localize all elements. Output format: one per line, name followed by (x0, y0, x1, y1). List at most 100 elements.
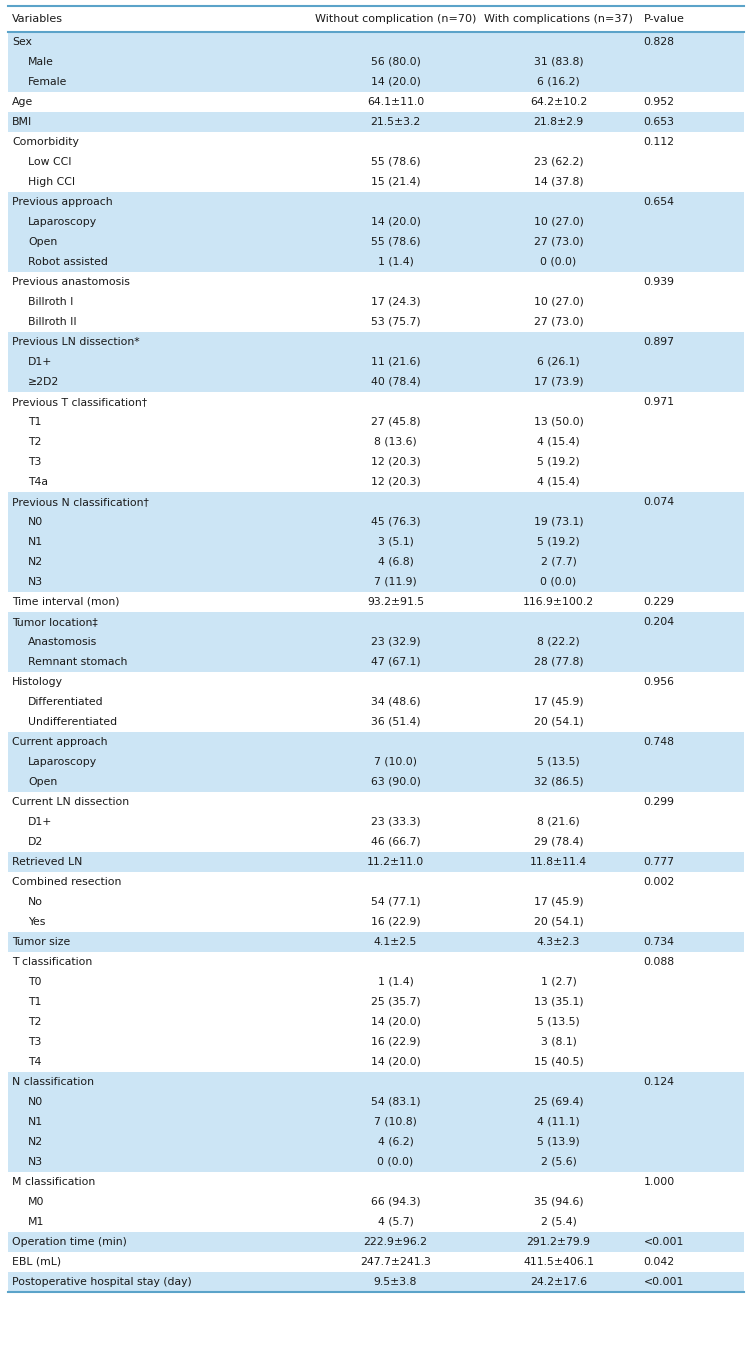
Text: Differentiated: Differentiated (28, 697, 104, 707)
Text: 25 (35.7): 25 (35.7) (371, 997, 420, 1007)
Text: 64.1±11.0: 64.1±11.0 (367, 97, 424, 107)
Bar (8, 1012, 744, 1032)
Text: D2: D2 (28, 837, 44, 848)
Bar (8, 731, 744, 752)
Bar (8, 1092, 744, 1111)
Text: EBL (mL): EBL (mL) (12, 1258, 61, 1267)
Text: 40 (78.4): 40 (78.4) (371, 377, 420, 387)
Text: 5 (13.5): 5 (13.5) (537, 1017, 580, 1027)
Text: Without complication (n=70): Without complication (n=70) (315, 14, 476, 25)
Text: Laparoscopy: Laparoscopy (28, 217, 97, 227)
Text: Robot assisted: Robot assisted (28, 257, 108, 267)
Bar (8, 652, 744, 673)
Bar (8, 212, 744, 232)
Bar (8, 492, 744, 513)
Text: 15 (21.4): 15 (21.4) (371, 176, 420, 187)
Text: M0: M0 (28, 1197, 44, 1207)
Bar (8, 52, 744, 72)
Text: 0.074: 0.074 (644, 498, 675, 507)
Text: 34 (48.6): 34 (48.6) (371, 697, 420, 707)
Text: 291.2±79.9: 291.2±79.9 (526, 1237, 590, 1247)
Text: Male: Male (28, 57, 54, 67)
Text: 27 (73.0): 27 (73.0) (534, 317, 584, 327)
Text: 32 (86.5): 32 (86.5) (534, 776, 584, 787)
Bar (8, 332, 744, 351)
Text: Tumor size: Tumor size (12, 936, 70, 947)
Text: 23 (33.3): 23 (33.3) (371, 817, 420, 827)
Text: 0.777: 0.777 (644, 857, 675, 867)
Text: 36 (51.4): 36 (51.4) (371, 718, 420, 727)
Text: T4: T4 (28, 1057, 41, 1068)
Text: 0.654: 0.654 (644, 197, 675, 206)
Text: N3: N3 (28, 577, 43, 586)
Text: N classification: N classification (12, 1077, 94, 1087)
Bar (8, 552, 744, 571)
Bar (8, 912, 744, 932)
Text: Open: Open (28, 776, 57, 787)
Bar (8, 432, 744, 452)
Text: 16 (22.9): 16 (22.9) (371, 917, 420, 927)
Text: Open: Open (28, 236, 57, 247)
Bar (8, 1192, 744, 1213)
Text: Tumor location‡: Tumor location‡ (12, 617, 98, 627)
Text: Billroth I: Billroth I (28, 297, 74, 308)
Text: 24.2±17.6: 24.2±17.6 (530, 1277, 587, 1286)
Text: 0.204: 0.204 (644, 617, 675, 627)
Bar (8, 31, 744, 52)
Text: N0: N0 (28, 517, 44, 528)
Text: 0.828: 0.828 (644, 37, 675, 46)
Bar (8, 632, 744, 652)
Bar (8, 472, 744, 492)
Bar (8, 312, 744, 332)
Text: 46 (66.7): 46 (66.7) (371, 837, 420, 848)
Text: 222.9±96.2: 222.9±96.2 (363, 1237, 427, 1247)
Text: 4.3±2.3: 4.3±2.3 (537, 936, 581, 947)
Text: N0: N0 (28, 1096, 44, 1107)
Bar (8, 252, 744, 272)
Text: Previous anastomosis: Previous anastomosis (12, 278, 130, 287)
Text: 17 (45.9): 17 (45.9) (534, 897, 584, 906)
Text: 55 (78.6): 55 (78.6) (371, 236, 420, 247)
Text: D1+: D1+ (28, 357, 53, 366)
Text: T0: T0 (28, 977, 41, 987)
Text: Undifferentiated: Undifferentiated (28, 718, 117, 727)
Text: N2: N2 (28, 556, 43, 567)
Text: Current approach: Current approach (12, 737, 108, 746)
Text: 10 (27.0): 10 (27.0) (534, 217, 584, 227)
Text: 14 (20.0): 14 (20.0) (371, 217, 420, 227)
Bar (8, 72, 744, 92)
Text: 1 (1.4): 1 (1.4) (378, 977, 414, 987)
Bar (8, 1232, 744, 1252)
Text: 9.5±3.8: 9.5±3.8 (374, 1277, 417, 1286)
Bar (8, 232, 744, 252)
Bar (8, 752, 744, 772)
Bar (8, 1213, 744, 1232)
Bar (8, 692, 744, 712)
Text: 13 (50.0): 13 (50.0) (534, 417, 584, 427)
Bar (8, 351, 744, 372)
Text: 11.2±11.0: 11.2±11.0 (367, 857, 424, 867)
Bar (8, 392, 744, 411)
Bar (8, 112, 744, 133)
Text: ≥2D2: ≥2D2 (28, 377, 59, 387)
Bar (8, 852, 744, 872)
Text: 0.653: 0.653 (644, 118, 675, 127)
Text: 17 (73.9): 17 (73.9) (534, 377, 584, 387)
Text: N3: N3 (28, 1156, 43, 1167)
Text: 0.299: 0.299 (644, 797, 675, 807)
Bar (8, 772, 744, 791)
Text: High CCI: High CCI (28, 176, 75, 187)
Text: 247.7±241.3: 247.7±241.3 (360, 1258, 431, 1267)
Bar (8, 571, 744, 592)
Text: 10 (27.0): 10 (27.0) (534, 297, 584, 308)
Text: 25 (69.4): 25 (69.4) (534, 1096, 584, 1107)
Text: 7 (10.8): 7 (10.8) (374, 1117, 417, 1126)
Bar (8, 1152, 744, 1172)
Text: 0 (0.0): 0 (0.0) (541, 577, 577, 586)
Text: 17 (45.9): 17 (45.9) (534, 697, 584, 707)
Text: 15 (40.5): 15 (40.5) (534, 1057, 584, 1068)
Text: T2: T2 (28, 1017, 41, 1027)
Text: 53 (75.7): 53 (75.7) (371, 317, 420, 327)
Text: 7 (10.0): 7 (10.0) (374, 757, 417, 767)
Text: 21.5±3.2: 21.5±3.2 (371, 118, 420, 127)
